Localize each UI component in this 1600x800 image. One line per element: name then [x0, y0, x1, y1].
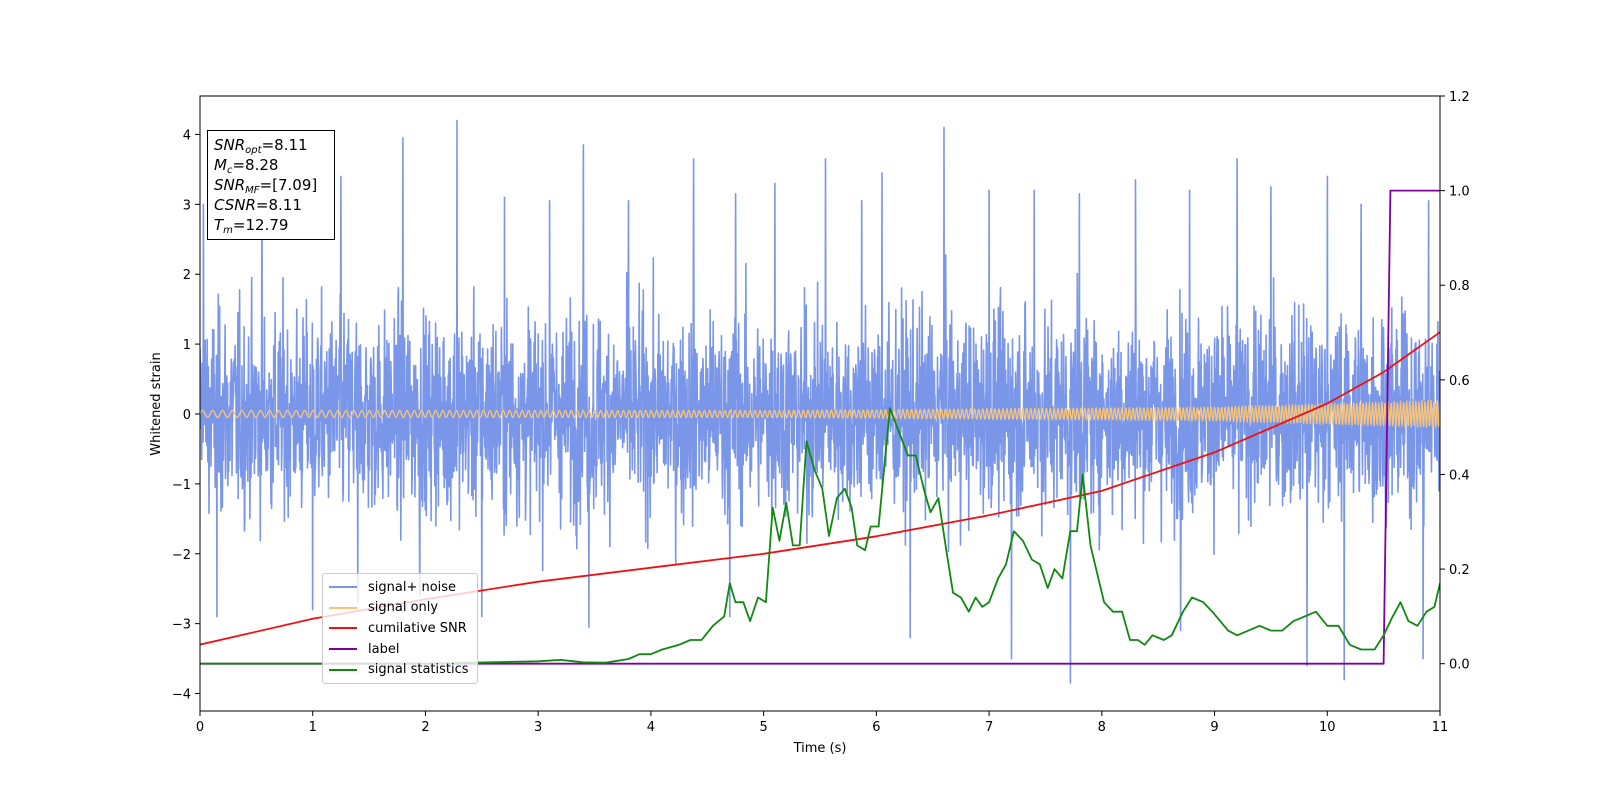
axes-frame: [199, 95, 1441, 712]
y-tick-label: 1: [183, 338, 191, 353]
legend-label: label: [368, 641, 400, 657]
legend-label: cumilative SNR: [368, 620, 467, 636]
x-axis-title: Time (s): [793, 741, 847, 756]
legend: signal+ noise signal only cumilative SNR la…: [322, 573, 478, 684]
legend-item: signal+ noise: [329, 577, 471, 598]
legend-item: cumilative SNR: [329, 618, 471, 639]
annotation-line: Tm=12.79: [214, 215, 328, 236]
y2-tick-label: 0.6: [1449, 374, 1470, 389]
y-tick-label: 4: [183, 128, 191, 143]
annotation-value: =8.11: [261, 136, 308, 154]
annotation-subscript: opt: [245, 145, 262, 156]
y-axis-title: Whitened strain: [149, 352, 164, 455]
y-tick-label: −2: [172, 548, 191, 563]
annotation-value: =[7.09]: [259, 176, 318, 194]
x-tick-label: 6: [872, 720, 880, 735]
y2-tick-label: 1.0: [1449, 185, 1470, 200]
x-tick-label: 9: [1210, 720, 1218, 735]
y-tick-label: −1: [172, 478, 191, 493]
legend-swatch: [329, 668, 357, 671]
annotation-line: SNRMF=[7.09]: [214, 175, 328, 196]
legend-swatch: [329, 627, 357, 630]
annotation-value: =12.79: [232, 216, 289, 234]
legend-item: label: [329, 639, 471, 660]
x-tick-label: 4: [647, 720, 655, 735]
y2-tick-label: 1.2: [1449, 90, 1470, 105]
annotation-symbol: M: [214, 156, 227, 174]
y-tick-label: 0: [183, 408, 191, 423]
annotation-value: =8.28: [232, 156, 279, 174]
y2-tick-label: 0.2: [1449, 563, 1470, 578]
x-tick-label: 1: [309, 720, 317, 735]
series-line-signal-statistics: [200, 407, 1440, 665]
y-tick-label: 2: [183, 268, 191, 283]
axis-ticks: 0 1 2 3 4 5 6 7 8 9 10 11 −4 −3 −2 −1 0 1 2 3 4 0.0 0.2 0.4 0.6 0…: [172, 90, 1470, 735]
x-tick-label: 10: [1319, 720, 1336, 735]
y-tick-label: 3: [183, 198, 191, 213]
annotation-symbol: SNR: [214, 176, 246, 194]
y-tick-label: −4: [172, 688, 191, 703]
legend-label: signal statistics: [368, 662, 469, 678]
annotation-line: Mc=8.28: [214, 155, 328, 176]
legend-swatch: [329, 606, 357, 609]
legend-item: signal statistics: [329, 659, 471, 680]
series-line-signal-only: [200, 399, 1440, 429]
annotation-line: SNRopt=8.11: [214, 135, 328, 156]
y-tick-label: −3: [172, 618, 191, 633]
annotation-symbol: SNR: [214, 136, 246, 154]
x-tick-label: 11: [1432, 720, 1449, 735]
legend-label: signal+ noise: [368, 579, 457, 595]
legend-swatch: [329, 586, 357, 589]
series-line-label: [200, 189, 1440, 665]
annotation-value: =8.11: [255, 196, 302, 214]
annotation-subscript: c: [226, 165, 233, 176]
x-tick-label: 3: [534, 720, 542, 735]
x-tick-label: 2: [421, 720, 429, 735]
x-tick-label: 8: [1098, 720, 1106, 735]
y2-tick-label: 0.4: [1449, 468, 1470, 483]
annotation-symbol: CSNR: [214, 196, 256, 214]
x-tick-label: 0: [196, 720, 204, 735]
y2-tick-label: 0.8: [1449, 279, 1470, 294]
annotation-subscript: m: [223, 225, 233, 236]
annotation-box: SNRopt=8.11 Mc=8.28 SNRMF=[7.09] CSNR=8.11 T…: [207, 130, 335, 240]
annotation-symbol: T: [214, 216, 224, 234]
series-line-signal-noise: [200, 119, 1440, 684]
x-tick-label: 7: [985, 720, 993, 735]
annotation-subscript: MF: [245, 185, 260, 196]
legend-label: signal only: [368, 600, 439, 616]
annotation-line: CSNR=8.11: [214, 195, 328, 215]
legend-swatch: [329, 648, 357, 651]
x-tick-label: 5: [759, 720, 767, 735]
legend-item: signal only: [329, 598, 471, 619]
y2-tick-label: 0.0: [1449, 658, 1470, 673]
